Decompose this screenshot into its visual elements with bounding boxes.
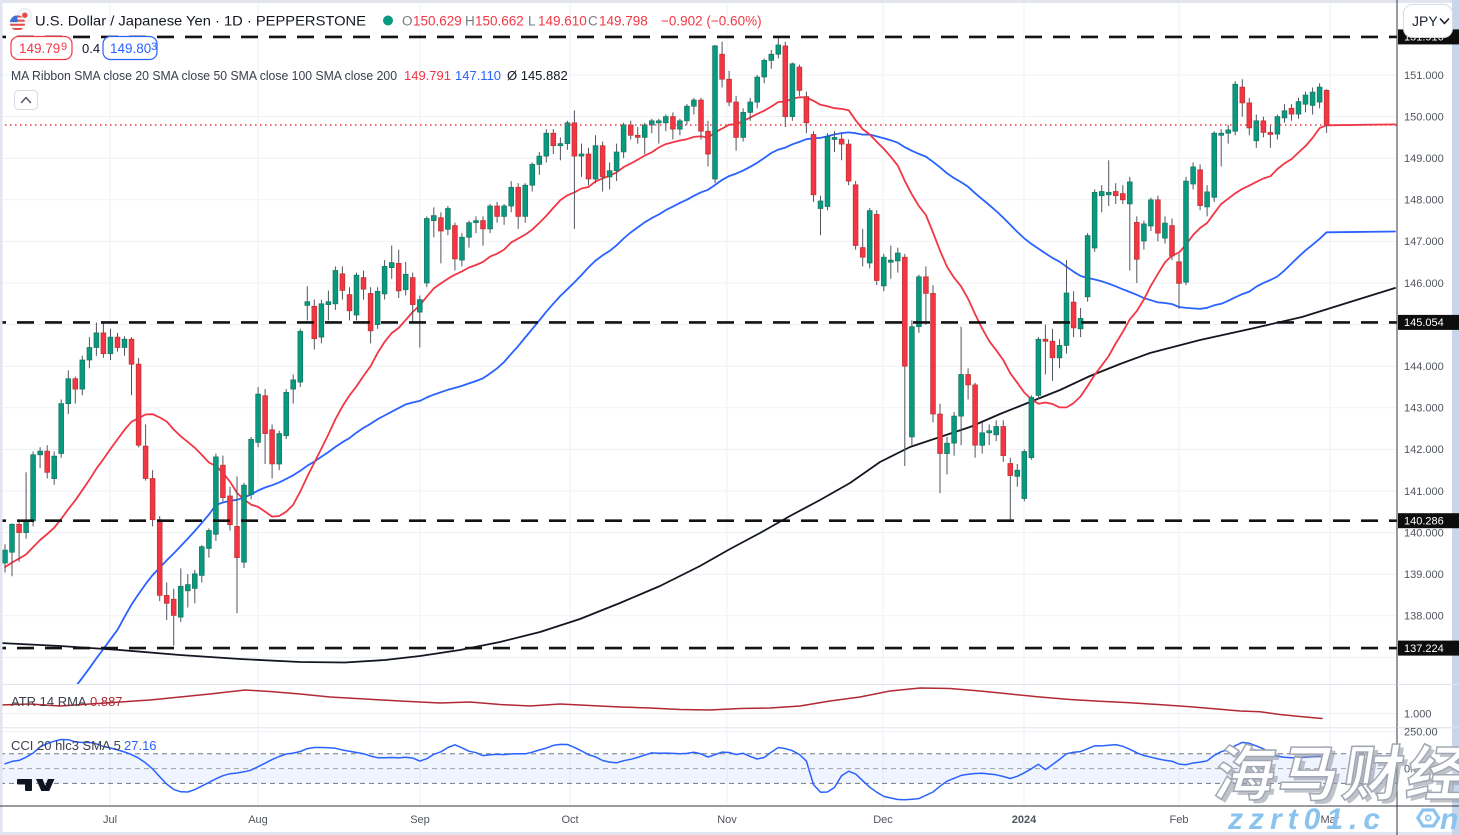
svg-text:140.000: 140.000 [1404,527,1444,539]
svg-text:ATR 14 RMA: ATR 14 RMA [11,694,87,709]
svg-text:Nov: Nov [717,814,737,826]
svg-text:146.000: 146.000 [1404,278,1444,290]
svg-text:JPY: JPY [1412,13,1438,29]
svg-text:250.00: 250.00 [1404,726,1438,738]
svg-text:Ø 145.882: Ø 145.882 [507,68,568,83]
svg-text:145.054: 145.054 [1404,317,1444,329]
svg-text:zzrt01.c: zzrt01.c [1227,803,1386,835]
svg-text:Feb: Feb [1170,814,1189,826]
svg-text:139.000: 139.000 [1404,569,1444,581]
svg-text:3: 3 [151,41,157,53]
svg-text:140.286: 140.286 [1404,516,1444,528]
svg-text:0.887: 0.887 [90,694,123,709]
svg-text:0.4: 0.4 [82,41,100,56]
svg-text:137.224: 137.224 [1404,643,1444,655]
svg-text:n: n [1440,803,1458,835]
svg-text:149.80: 149.80 [110,41,151,56]
svg-text:CCI 20 hlc3 SMA 5: CCI 20 hlc3 SMA 5 [11,738,121,753]
svg-text:Mar: Mar [1321,814,1340,826]
svg-text:147.000: 147.000 [1404,236,1444,248]
svg-text:MA Ribbon SMA close 20 SMA clo: MA Ribbon SMA close 20 SMA close 50 SMA … [11,68,397,83]
svg-text:149.791: 149.791 [404,68,451,83]
svg-text:9: 9 [61,41,67,53]
svg-text:150.000: 150.000 [1404,111,1444,123]
svg-text:144.000: 144.000 [1404,361,1444,373]
svg-text:Sep: Sep [410,814,430,826]
svg-text:149.79: 149.79 [19,41,60,56]
svg-text:C: C [588,14,598,29]
svg-text:149.798: 149.798 [599,14,648,29]
svg-text:U.S. Dollar / Japanese Yen · 1: U.S. Dollar / Japanese Yen · 1D · PEPPER… [35,13,366,29]
svg-text:H: H [465,14,475,29]
svg-text:2024: 2024 [1012,814,1037,826]
svg-text:Oct: Oct [561,814,578,826]
svg-text:27.16: 27.16 [124,738,157,753]
svg-text:150.662: 150.662 [475,14,524,29]
svg-text:149.000: 149.000 [1404,153,1444,165]
svg-text:149.610: 149.610 [538,14,587,29]
svg-text:−0.902 (−0.60%): −0.902 (−0.60%) [661,14,762,29]
svg-text:138.000: 138.000 [1404,611,1444,623]
svg-text:141.000: 141.000 [1404,486,1444,498]
svg-text:148.000: 148.000 [1404,195,1444,207]
svg-text:Jul: Jul [103,814,117,826]
svg-text:Dec: Dec [873,814,893,826]
svg-text:151.000: 151.000 [1404,70,1444,82]
svg-text:L: L [528,14,536,29]
svg-text:O: O [402,14,413,29]
svg-text:142.000: 142.000 [1404,444,1444,456]
svg-text:147.110: 147.110 [455,68,501,83]
svg-text:1.000: 1.000 [1404,708,1432,720]
svg-text:150.629: 150.629 [413,14,462,29]
svg-text:143.000: 143.000 [1404,403,1444,415]
svg-text:Aug: Aug [248,814,268,826]
